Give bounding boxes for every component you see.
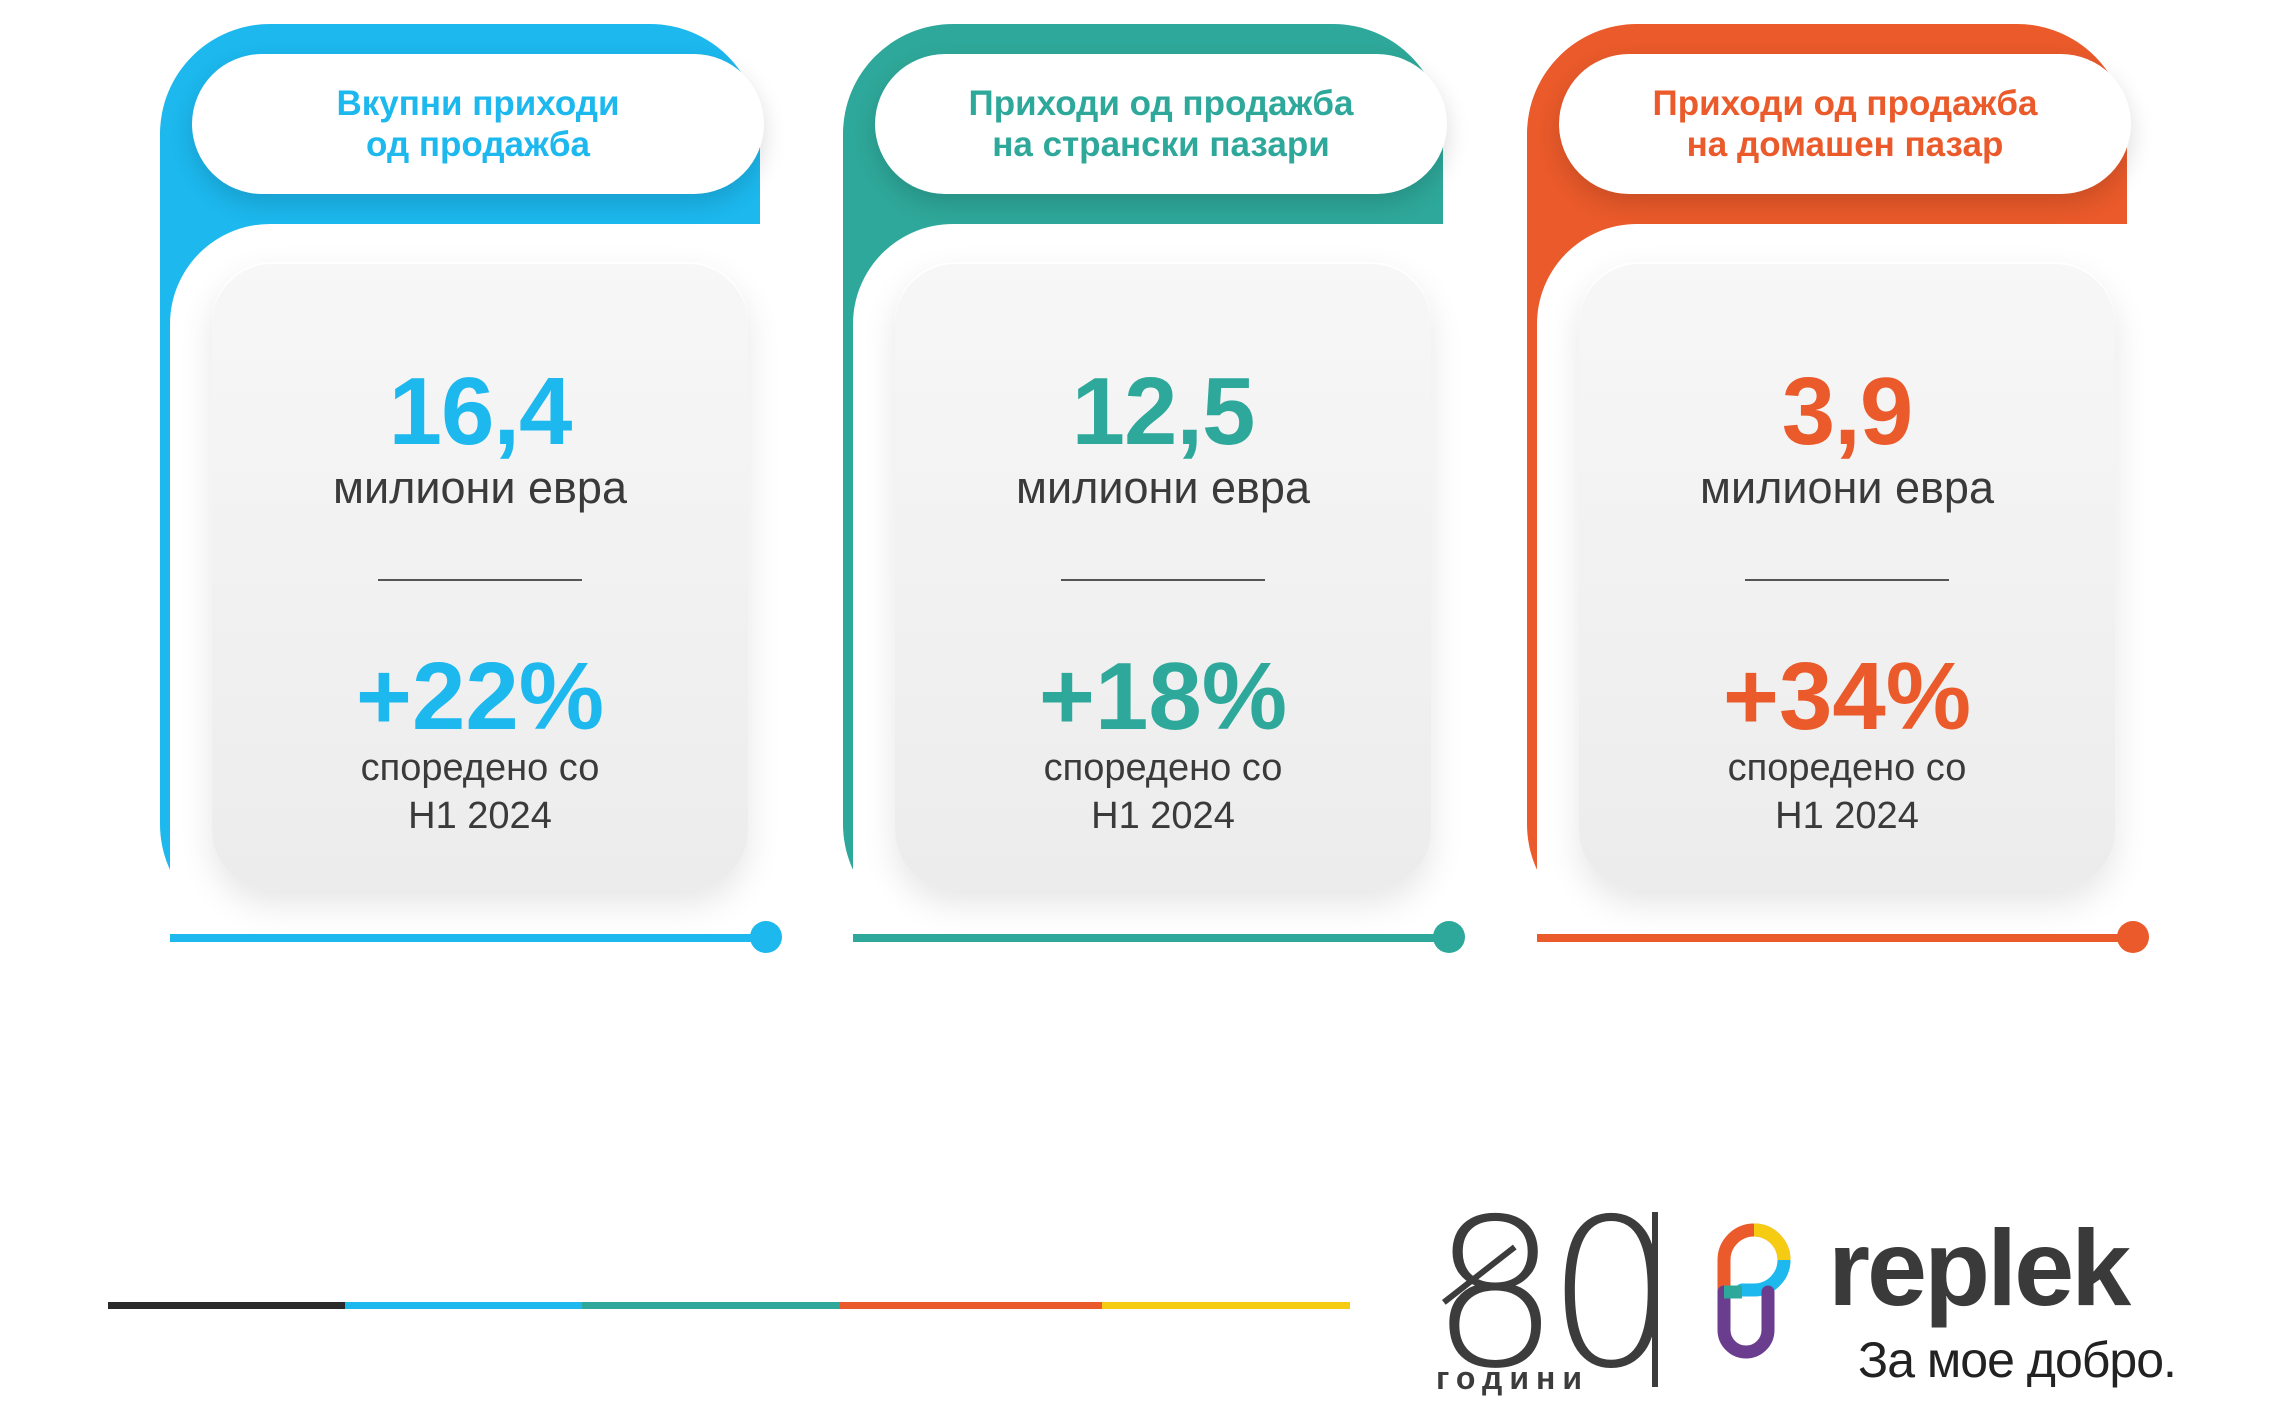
comparison-text: споредено со H1 2024 <box>1727 747 1967 837</box>
stripe-blue <box>345 1302 582 1309</box>
stat-unit: милиони евра <box>333 462 627 513</box>
stat-value: 3,9 <box>1781 358 1913 465</box>
anniversary-label: години <box>1436 1360 1590 1396</box>
stat-panel: 12,5 милиони евра +18% споредено со H1 2… <box>895 262 1431 890</box>
stripe-teal <box>582 1302 840 1309</box>
stripe-yellow <box>1102 1302 1350 1309</box>
growth-value: +22% <box>355 643 605 750</box>
connector-line <box>853 934 1453 942</box>
connector-dot <box>2117 921 2149 953</box>
stat-value: 12,5 <box>1071 358 1256 465</box>
card-foreign-sales: Приходи од продажба на странски пазари 1… <box>843 24 1503 962</box>
connector-dot <box>1433 921 1465 953</box>
divider-rule <box>378 579 582 581</box>
divider-rule <box>1745 579 1949 581</box>
divider-rule <box>1061 579 1265 581</box>
card-domestic-sales: Приходи од продажба на домашен пазар 3,9… <box>1527 24 2187 962</box>
comparison-text: споредено со H1 2024 <box>360 747 600 837</box>
stat-unit: милиони евра <box>1016 462 1310 513</box>
stat-panel: 16,4 милиони евра +22% споредено со H1 2… <box>212 262 748 890</box>
brand-divider <box>1652 1212 1658 1387</box>
card-total-sales: Вкупни приходи од продажба 16,4 милиони … <box>160 24 820 962</box>
comparison-text: споредено со H1 2024 <box>1043 747 1283 837</box>
connector-line <box>170 934 770 942</box>
growth-value: +34% <box>1722 643 1972 750</box>
stripe-orange <box>840 1302 1102 1309</box>
card-title: Вкупни приходи од продажба <box>192 54 764 194</box>
brand-footer: 80 години replek За мое добро. <box>1430 1176 2270 1414</box>
anniversary-number: 80 <box>1430 1176 1677 1414</box>
stat-panel: 3,9 милиони евра +34% споредено со H1 20… <box>1579 262 2115 890</box>
stat-value: 16,4 <box>388 358 573 465</box>
card-title: Приходи од продажба на домашен пазар <box>1559 54 2131 194</box>
replek-logo-icon <box>1717 1223 1791 1359</box>
brand-name: replek <box>1828 1207 2131 1328</box>
connector-line <box>1537 934 2137 942</box>
brand-tagline: За мое добро. <box>1858 1332 2177 1388</box>
growth-value: +18% <box>1038 643 1288 750</box>
stripe-dark <box>108 1302 345 1309</box>
stat-unit: милиони евра <box>1700 462 1994 513</box>
connector-dot <box>750 921 782 953</box>
card-title: Приходи од продажба на странски пазари <box>875 54 1447 194</box>
